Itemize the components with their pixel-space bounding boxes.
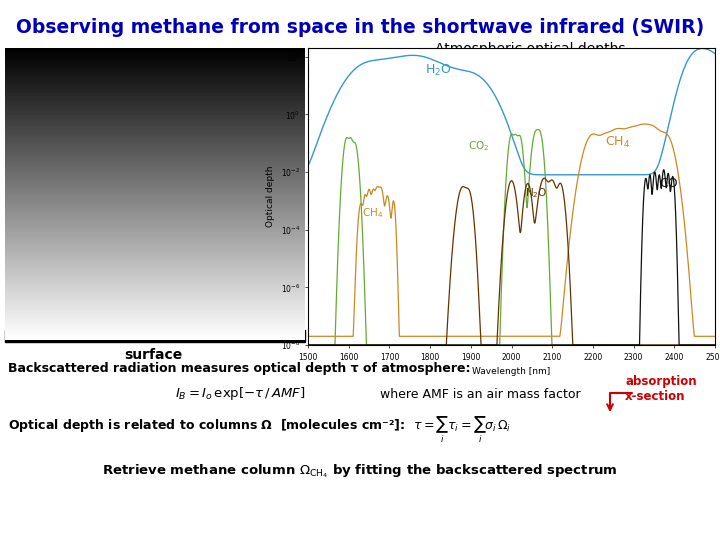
X-axis label: Wavelength [nm]: Wavelength [nm] xyxy=(472,367,551,376)
Text: CH$_4$: CH$_4$ xyxy=(106,247,155,273)
Circle shape xyxy=(33,88,77,132)
Text: H$_2$O: H$_2$O xyxy=(425,63,451,78)
Text: N$_2$O: N$_2$O xyxy=(525,186,547,200)
Bar xyxy=(5,330,305,342)
Text: CO: CO xyxy=(659,177,678,190)
Text: CH$_4$: CH$_4$ xyxy=(362,206,384,220)
Text: $I_B$: $I_B$ xyxy=(235,146,248,164)
Text: absorption
x-section: absorption x-section xyxy=(625,375,697,403)
Text: Observing methane from space in the shortwave infrared (SWIR): Observing methane from space in the shor… xyxy=(16,18,704,37)
Text: surface: surface xyxy=(124,348,182,362)
Y-axis label: Optical depth: Optical depth xyxy=(266,166,276,227)
Text: $I_B = I_o\,\exp[-\tau\,/\,AMF]$: $I_B = I_o\,\exp[-\tau\,/\,AMF]$ xyxy=(175,385,305,402)
Bar xyxy=(245,77,268,88)
Text: Atmospheric optical depths: Atmospheric optical depths xyxy=(435,42,625,56)
Text: Optical depth is related to columns Ω  [molecules cm⁻²]:  $\tau = \sum_i \tau_i : Optical depth is related to columns Ω [m… xyxy=(8,415,511,445)
Text: solar
backscatter: solar backscatter xyxy=(111,188,185,216)
Text: $I_o$: $I_o$ xyxy=(66,176,78,194)
Text: CH$_4$: CH$_4$ xyxy=(605,135,630,150)
Bar xyxy=(218,74,242,88)
Bar xyxy=(192,77,215,88)
Text: CO$_2$: CO$_2$ xyxy=(468,139,490,153)
Text: Retrieve methane column $\Omega_{\mathrm{CH}_4}$ by fitting the backscattered sp: Retrieve methane column $\Omega_{\mathrm… xyxy=(102,462,618,480)
Text: Backscattered radiation measures optical depth τ of atmosphere:: Backscattered radiation measures optical… xyxy=(8,362,470,375)
Text: where AMF is an air mass factor: where AMF is an air mass factor xyxy=(380,388,580,401)
